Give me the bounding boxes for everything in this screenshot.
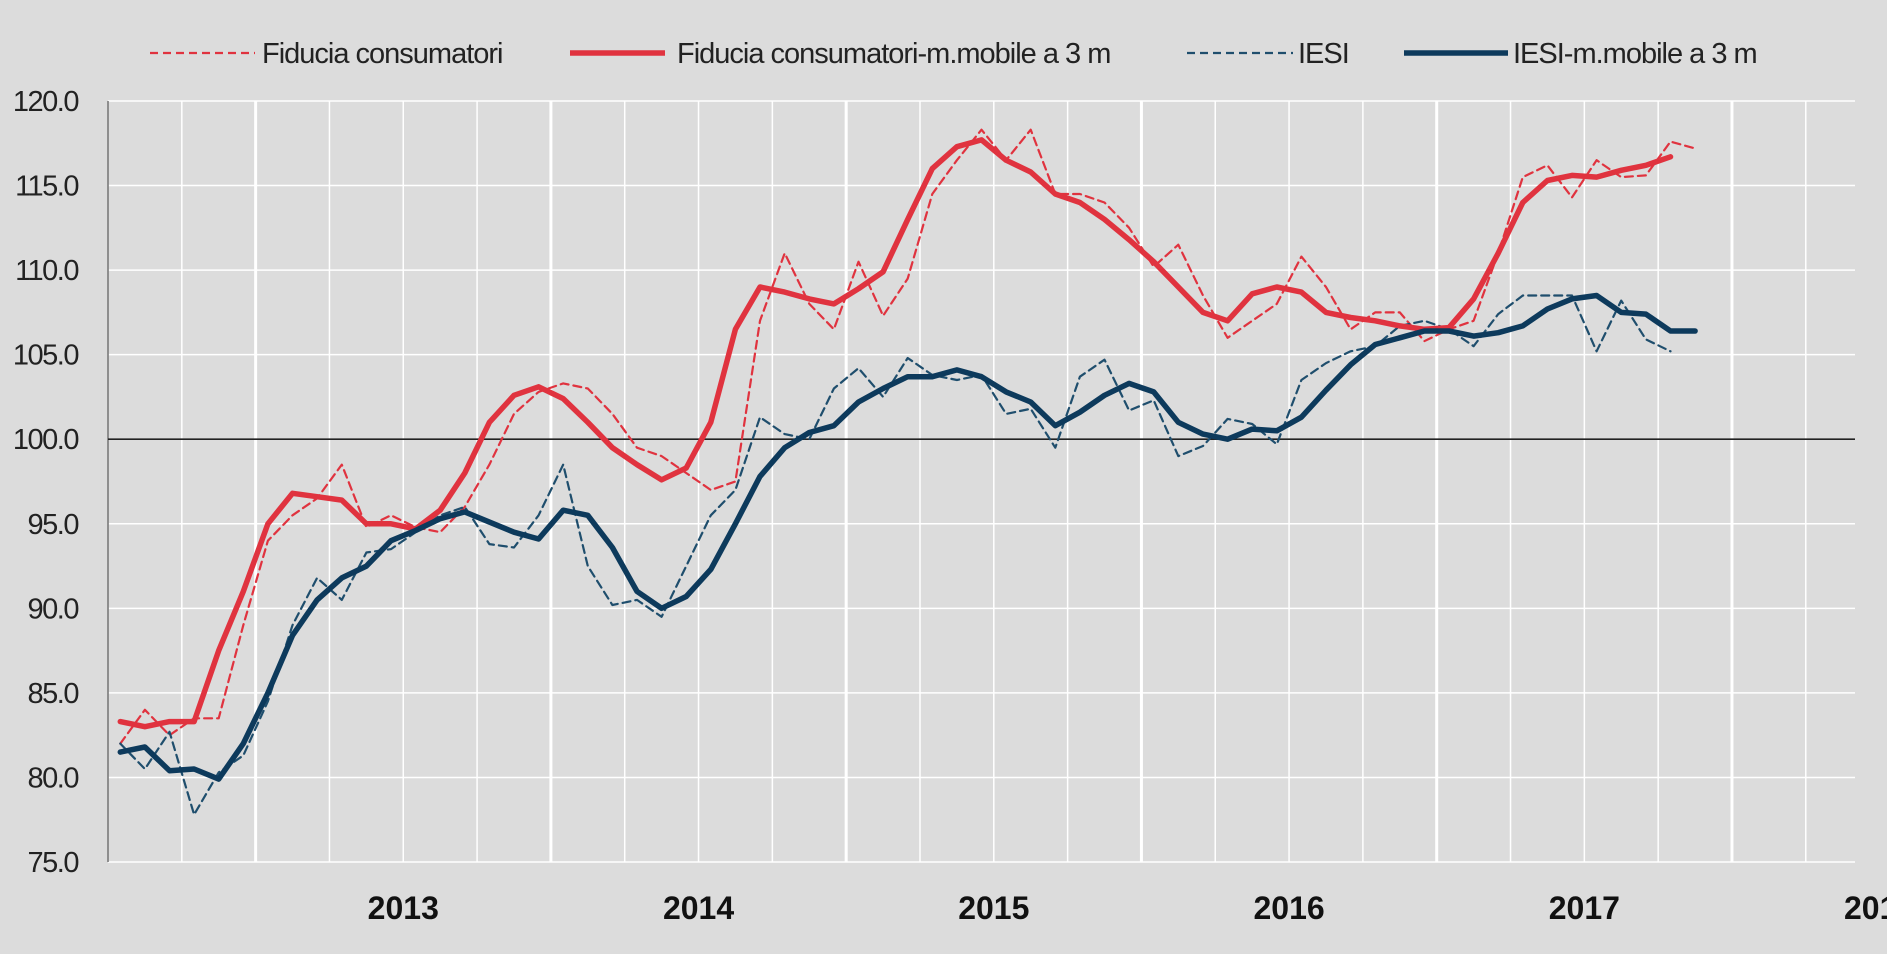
legend-item-3: IESI-m.mobile a 3 m (1404, 38, 1758, 70)
x-tick-label: 2018 (1844, 890, 1887, 926)
y-tick-label: 120.0 (13, 86, 78, 118)
x-tick-label: 2016 (1253, 890, 1324, 926)
series-line-0 (119, 128, 1697, 745)
y-tick-label: 75.0 (28, 847, 79, 879)
series-lines (117, 128, 1698, 816)
legend-label: Fiducia consumatori-m.mobile a 3 m (677, 38, 1110, 70)
legend: Fiducia consumatori Fiducia consumatori-m… (150, 38, 1758, 70)
legend-label: IESI (1298, 38, 1349, 70)
series-line-3 (117, 292, 1698, 782)
y-tick-label: 95.0 (28, 509, 79, 541)
y-tick-label: 80.0 (28, 762, 79, 794)
x-tick-label: 2017 (1549, 890, 1620, 926)
y-tick-label: 115.0 (15, 171, 78, 203)
y-axis: 120.0 115.0 110.0 105.0 100.0 95.0 90.0 85.0 80.… (13, 86, 80, 879)
y-tick-label: 110.0 (15, 255, 78, 287)
x-tick-label: 2014 (663, 890, 734, 926)
legend-item-1: Fiducia consumatori-m.mobile a 3 m (570, 38, 1111, 70)
x-tick-label: 2013 (368, 890, 439, 926)
x-axis: 2013 2014 2015 2016 2017 2018 (368, 890, 1887, 926)
series-line-1 (117, 137, 1674, 730)
x-tick-label: 2015 (958, 890, 1029, 926)
y-tick-label: 100.0 (13, 424, 78, 456)
y-tick-label: 85.0 (28, 678, 79, 710)
y-tick-label: 90.0 (28, 593, 79, 625)
legend-label: IESI-m.mobile a 3 m (1513, 38, 1757, 70)
y-tick-label: 105.0 (13, 340, 78, 372)
legend-label: Fiducia consumatori (262, 38, 503, 70)
legend-item-2: IESI (1187, 38, 1350, 70)
legend-item-0: Fiducia consumatori (150, 38, 504, 70)
